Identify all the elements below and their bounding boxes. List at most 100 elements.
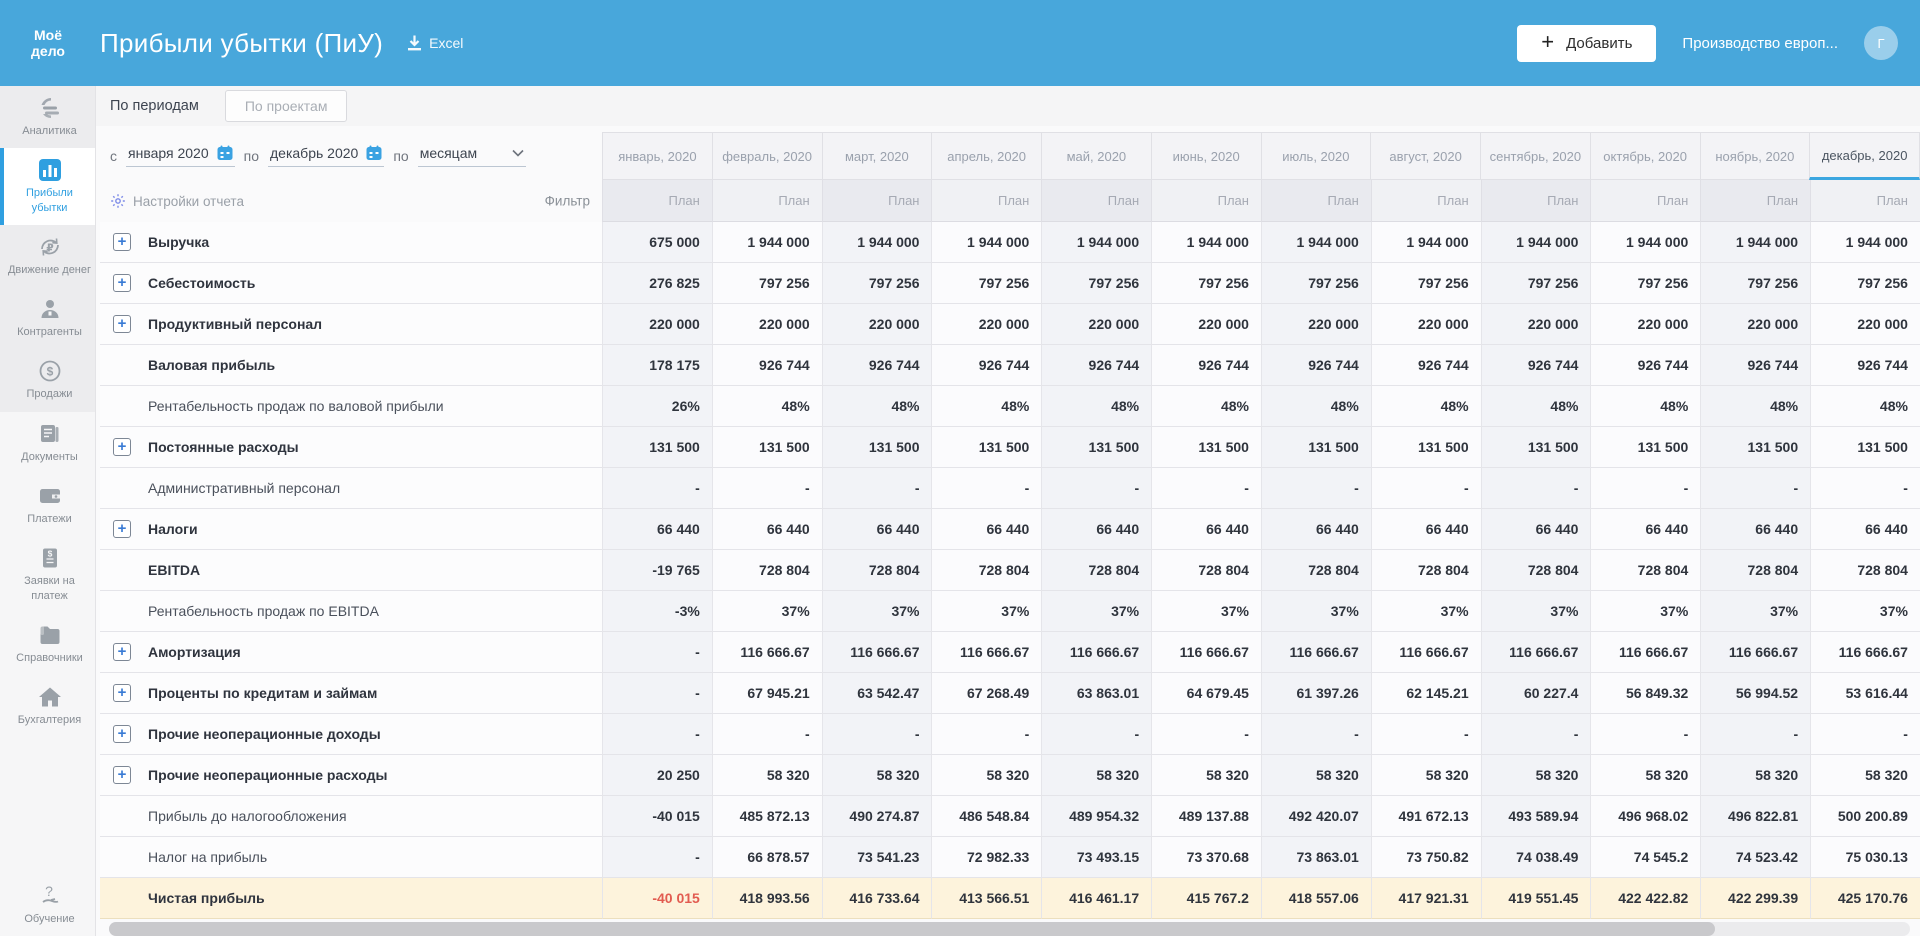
value-cell[interactable]: 48% [822,386,932,427]
company-name[interactable]: Производство европ... [1682,35,1838,52]
row-label-cell[interactable]: Чистая прибыль [100,878,602,919]
value-cell[interactable]: 58 320 [1810,755,1920,796]
value-cell[interactable]: - [1371,468,1481,509]
value-cell[interactable]: 75 030.13 [1810,837,1920,878]
value-cell[interactable]: 926 744 [1151,345,1261,386]
expand-plus-icon[interactable]: + [113,684,131,702]
value-cell[interactable]: 797 256 [931,263,1041,304]
value-cell[interactable]: - [1700,714,1810,755]
value-cell[interactable]: 728 804 [1371,550,1481,591]
value-cell[interactable]: 1 944 000 [1590,222,1700,263]
value-cell[interactable]: 1 944 000 [1041,222,1151,263]
value-cell[interactable]: 926 744 [1261,345,1371,386]
value-cell[interactable]: 728 804 [1810,550,1920,591]
row-label-cell[interactable]: EBITDA [100,550,602,591]
value-cell[interactable]: 419 551.45 [1481,878,1591,919]
report-settings-link[interactable]: Настройки отчета [110,193,244,209]
value-cell[interactable]: 797 256 [1810,263,1920,304]
expand-plus-icon[interactable]: + [113,315,131,333]
value-cell[interactable]: 416 733.64 [822,878,932,919]
value-cell[interactable]: 489 954.32 [1041,796,1151,837]
value-cell[interactable]: 64 679.45 [1151,673,1261,714]
value-cell[interactable]: 73 370.68 [1151,837,1261,878]
value-cell[interactable]: 492 420.07 [1261,796,1371,837]
value-cell[interactable]: 1 944 000 [712,222,822,263]
value-cell[interactable]: 220 000 [1041,304,1151,345]
value-cell[interactable]: 220 000 [1151,304,1261,345]
value-cell[interactable]: 74 038.49 [1481,837,1591,878]
month-header-11[interactable]: декабрь, 2020 [1809,132,1920,180]
value-cell[interactable]: 797 256 [822,263,932,304]
value-cell[interactable]: - [1700,468,1810,509]
value-cell[interactable]: 48% [1041,386,1151,427]
value-cell[interactable]: - [1261,468,1371,509]
value-cell[interactable]: 220 000 [1590,304,1700,345]
sidebar-item-cash-flow[interactable]: ₽Движение денег [0,225,95,287]
value-cell[interactable]: 728 804 [712,550,822,591]
value-cell[interactable]: - [1151,714,1261,755]
value-cell[interactable]: - [1590,468,1700,509]
value-cell[interactable]: 116 666.67 [1810,632,1920,673]
app-logo[interactable]: Моё дело [0,27,96,59]
value-cell[interactable]: 116 666.67 [1261,632,1371,673]
value-cell[interactable]: 58 320 [1700,755,1810,796]
value-cell[interactable]: 926 744 [712,345,822,386]
value-cell[interactable]: 66 440 [1481,509,1591,550]
value-cell[interactable]: 48% [1261,386,1371,427]
expand-plus-icon[interactable]: + [113,274,131,292]
value-cell[interactable]: - [1261,714,1371,755]
value-cell[interactable]: 131 500 [1371,427,1481,468]
value-cell[interactable]: - [931,468,1041,509]
value-cell[interactable]: - [712,714,822,755]
value-cell[interactable]: -3% [602,591,712,632]
month-header-1[interactable]: февраль, 2020 [712,132,822,180]
value-cell[interactable]: 116 666.67 [1590,632,1700,673]
value-cell[interactable]: 116 666.67 [1371,632,1481,673]
value-cell[interactable]: 413 566.51 [931,878,1041,919]
value-cell[interactable]: - [822,714,932,755]
value-cell[interactable]: 58 320 [1481,755,1591,796]
value-cell[interactable]: 926 744 [1700,345,1810,386]
value-cell[interactable]: 131 500 [931,427,1041,468]
value-cell[interactable]: 73 863.01 [1261,837,1371,878]
value-cell[interactable]: 116 666.67 [822,632,932,673]
expand-plus-icon[interactable]: + [113,725,131,743]
date-from-input[interactable]: января 2020 [126,145,235,167]
value-cell[interactable]: 66 440 [1151,509,1261,550]
value-cell[interactable]: 66 440 [822,509,932,550]
value-cell[interactable]: 1 944 000 [1700,222,1810,263]
value-cell[interactable]: 797 256 [1041,263,1151,304]
value-cell[interactable]: 728 804 [931,550,1041,591]
value-cell[interactable]: 500 200.89 [1810,796,1920,837]
value-cell[interactable]: 131 500 [1810,427,1920,468]
row-label-cell[interactable]: +Налоги [100,509,602,550]
value-cell[interactable]: 66 440 [1371,509,1481,550]
value-cell[interactable]: 728 804 [1481,550,1591,591]
value-cell[interactable]: 131 500 [1041,427,1151,468]
value-cell[interactable]: - [1481,714,1591,755]
value-cell[interactable]: 496 822.81 [1700,796,1810,837]
value-cell[interactable]: -40 015 [602,878,712,919]
value-cell[interactable]: 116 666.67 [931,632,1041,673]
value-cell[interactable]: 131 500 [1700,427,1810,468]
value-cell[interactable]: -19 765 [602,550,712,591]
value-cell[interactable]: 26% [602,386,712,427]
value-cell[interactable]: 417 921.31 [1371,878,1481,919]
value-cell[interactable]: 728 804 [1261,550,1371,591]
value-cell[interactable]: 37% [1371,591,1481,632]
sidebar-item-directories[interactable]: Справочники [0,613,95,675]
sidebar-item-accounting[interactable]: Бухгалтерия [0,675,95,737]
value-cell[interactable]: 48% [931,386,1041,427]
value-cell[interactable]: 37% [822,591,932,632]
value-cell[interactable]: 37% [712,591,822,632]
group-by-select[interactable]: месяцам [418,145,526,167]
value-cell[interactable]: 418 557.06 [1261,878,1371,919]
value-cell[interactable]: 926 744 [1481,345,1591,386]
value-cell[interactable]: 1 944 000 [1371,222,1481,263]
value-cell[interactable]: 63 542.47 [822,673,932,714]
value-cell[interactable]: 131 500 [1481,427,1591,468]
value-cell[interactable]: 66 440 [931,509,1041,550]
value-cell[interactable]: - [1590,714,1700,755]
value-cell[interactable]: 66 440 [1261,509,1371,550]
value-cell[interactable]: 1 944 000 [1481,222,1591,263]
